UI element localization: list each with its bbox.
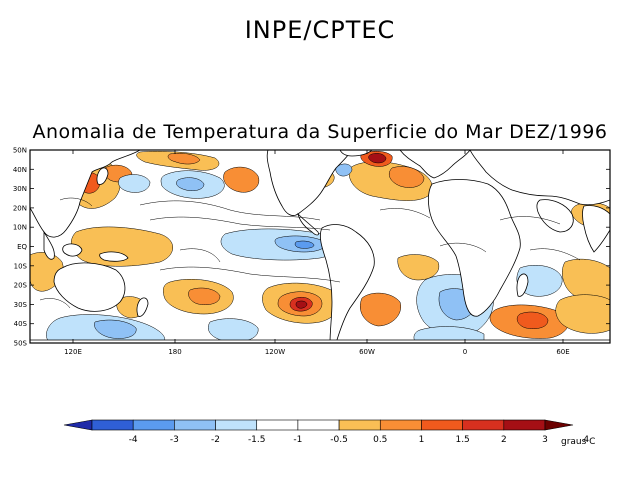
southern-ocean-cold-core xyxy=(94,319,137,339)
gulf-cold xyxy=(335,163,353,177)
colorbar-box xyxy=(132,419,175,431)
madagascar xyxy=(516,273,529,297)
lon-label: 60W xyxy=(359,348,375,356)
lat-label: 50N xyxy=(13,147,27,155)
eurasia-east xyxy=(469,150,610,206)
colorbar-box xyxy=(462,419,505,431)
colorbar-label: 2 xyxy=(501,435,507,445)
sw-pacific-cold xyxy=(208,318,259,343)
contour-lines xyxy=(39,197,581,309)
lat-label: 20N xyxy=(13,204,27,212)
south-america xyxy=(319,224,375,343)
north-pacific-warm-b xyxy=(167,153,201,165)
indochina xyxy=(43,230,55,260)
lat-label: 40S xyxy=(14,320,28,328)
cold-tongue-east xyxy=(294,240,315,249)
south-atlantic-warm xyxy=(360,292,402,327)
lat-label: 30S xyxy=(14,301,28,309)
new-zealand xyxy=(136,297,149,317)
lat-label: 50S xyxy=(14,340,28,348)
colorbar-label: -1 xyxy=(293,435,302,445)
longitude-axis: 120E 180 120W 60W 0 60E xyxy=(64,150,570,356)
lat-label: 10S xyxy=(14,262,28,270)
colorbar-units: graus C xyxy=(561,437,595,447)
tropical-atlantic-warm xyxy=(397,254,440,281)
south-pacific-warm-center xyxy=(295,300,308,309)
se-indian-warm xyxy=(555,294,610,334)
colorbar-label: 3 xyxy=(542,435,548,445)
colorbar-label: -3 xyxy=(170,435,179,445)
map-panel xyxy=(30,150,610,343)
north-atlantic-warm-core xyxy=(368,153,387,164)
colorbar-box xyxy=(91,419,134,431)
lat-label: 10N xyxy=(13,224,27,232)
map-title: Anomalia de Temperatura da Superficie do… xyxy=(32,121,608,143)
colorbar-box xyxy=(256,419,299,431)
indonesia-borneo xyxy=(62,243,83,257)
latitude-axis: 50N 40N 30N 20N 10N EQ 10S 20S 30S 40S 50S xyxy=(13,147,610,348)
lat-label: 40N xyxy=(13,166,27,174)
header-title: INPE/CPTEC xyxy=(244,16,396,44)
africa xyxy=(428,179,521,317)
lon-label: 60E xyxy=(556,348,569,356)
central-america xyxy=(297,212,319,236)
colorbar-box xyxy=(174,419,216,431)
lat-label: 30N xyxy=(13,185,27,193)
lat-label: 20S xyxy=(14,282,28,290)
greenland-edge xyxy=(339,150,373,157)
colorbar-label: -1.5 xyxy=(248,435,266,445)
colorbar-label: 1.5 xyxy=(455,435,469,445)
japan xyxy=(96,167,109,185)
north-pacific-cold-core xyxy=(176,177,205,191)
lon-label: 120E xyxy=(64,348,82,356)
arabia xyxy=(536,199,574,233)
colorbar-arrow-high xyxy=(544,419,574,431)
colorbar-box xyxy=(379,419,422,431)
colorbar-box xyxy=(503,419,546,431)
north-atlantic-warm-b xyxy=(389,166,425,188)
new-guinea xyxy=(99,251,129,262)
southern-ocean-cold-b xyxy=(413,326,485,343)
colorbar-label: 0.5 xyxy=(373,435,387,445)
europe xyxy=(399,150,471,179)
colorbar-box xyxy=(215,419,258,431)
south-pacific-warm-b xyxy=(188,287,221,305)
agulhas-warm-core xyxy=(516,311,549,329)
lon-label: 180 xyxy=(168,348,181,356)
india xyxy=(582,205,610,253)
lon-label: 0 xyxy=(463,348,467,356)
colorbar-box xyxy=(421,419,463,431)
land xyxy=(30,150,610,343)
colorbar-arrow-low xyxy=(63,419,93,431)
australia xyxy=(53,262,126,312)
ne-pacific-warm xyxy=(223,166,260,193)
lat-label: EQ xyxy=(17,243,27,251)
npac-cold-west xyxy=(118,174,151,193)
colorbar-label: 4 xyxy=(583,435,589,445)
colorbar-label: -2 xyxy=(211,435,220,445)
colorbar-label: 1 xyxy=(419,435,425,445)
colorbar-label: -0.5 xyxy=(330,435,348,445)
lon-label: 120W xyxy=(265,348,285,356)
colorbar-box xyxy=(338,419,381,431)
colorbar-box xyxy=(297,419,340,431)
colorbar-label: -4 xyxy=(129,435,138,445)
